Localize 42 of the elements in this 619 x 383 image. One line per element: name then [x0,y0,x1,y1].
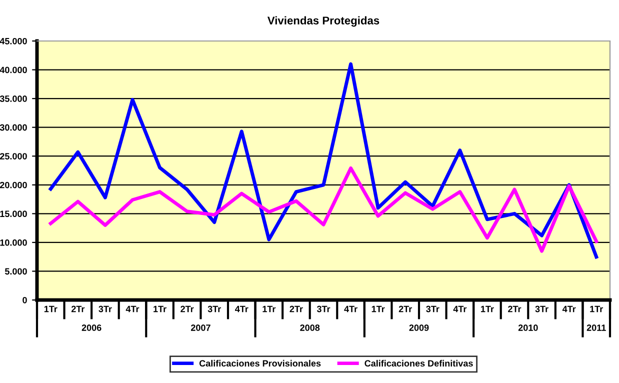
x-tick-label: 3Tr [316,306,330,312]
x-tick-label: 2Tr [71,306,85,312]
legend-label: Calificaciones Provisionales [199,360,321,367]
y-tick-label: 0 [22,296,27,304]
x-tick-label: 1Tr [154,306,166,312]
legend-label: Calificaciones Definitivas [364,360,473,367]
y-tick-label: 15.000 [0,210,27,218]
y-tick-label: 25.000 [0,153,27,160]
text: 2010 [518,324,538,331]
text: 2006 [82,324,102,331]
line-series [48,166,598,253]
chart-title: Viviendas Protegidas [267,16,380,27]
x-tick-label: 4Tr [453,306,467,312]
line-series [48,62,598,259]
x-tick-label: 3Tr [98,306,112,312]
y-tick-label: 30.000 [0,124,27,131]
x-tick-label: 4Tr [562,306,576,312]
y-tick-label: 40.000 [0,66,27,74]
text: 2011 [586,324,606,331]
x-tick-label: 2Tr [508,306,522,312]
x-tick-label: 4Tr [344,306,358,312]
x-tick-label: 2Tr [398,306,412,312]
y-tick-label: 45.000 [0,38,27,44]
y-tick-label: 35.000 [0,96,27,102]
x-tick-label: 3Tr [535,306,548,312]
x-tick-label: 4Tr [126,306,140,312]
x-tick-label: 2Tr [180,306,194,312]
x-tick-label: 1Tr [590,306,603,312]
x-tick-label: 4Tr [235,306,248,312]
x-tick-label: 1Tr [372,306,385,312]
x-tick-label: 3Tr [208,306,221,312]
text: 2008 [300,324,320,331]
x-tick-label: 1Tr [481,306,494,312]
y-tick-label: 20.000 [0,182,27,188]
y-tick-label: 5.000 [4,268,27,275]
x-tick-label: 1Tr [44,306,58,312]
text: 2007 [190,324,210,331]
y-tick-label: 10.000 [0,239,27,246]
x-tick-label: 3Tr [426,306,440,312]
x-tick-label: 2Tr [290,306,303,312]
x-tick-label: 1Tr [262,306,276,312]
text: 2009 [409,324,429,331]
